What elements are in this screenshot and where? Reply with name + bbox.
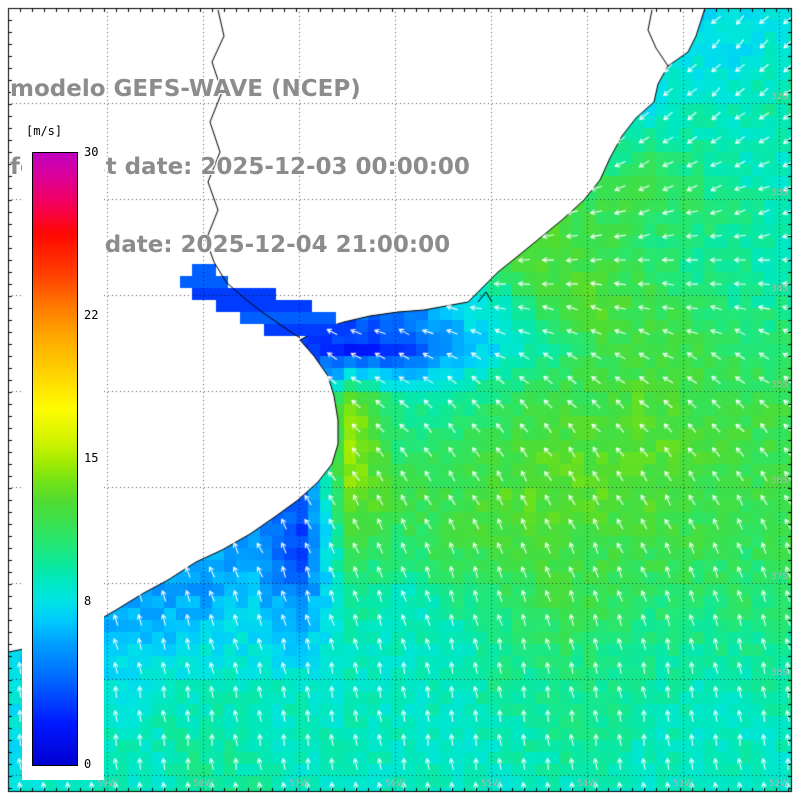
colorbar-tick-label: 30: [84, 145, 99, 159]
colorbar-tick-label: 15: [84, 451, 99, 465]
colorbar-tick-label: 0: [84, 757, 92, 771]
colorbar-gradient: [32, 152, 78, 766]
model-title: modelo GEFS-WAVE (NCEP): [10, 76, 361, 102]
colorbar: [m/s] 30 22 15 8 0: [22, 118, 104, 780]
colorbar-unit-label: [m/s]: [26, 124, 63, 138]
colorbar-tick-label: 22: [84, 308, 99, 323]
colorbar-tick-label: 8: [84, 593, 92, 608]
